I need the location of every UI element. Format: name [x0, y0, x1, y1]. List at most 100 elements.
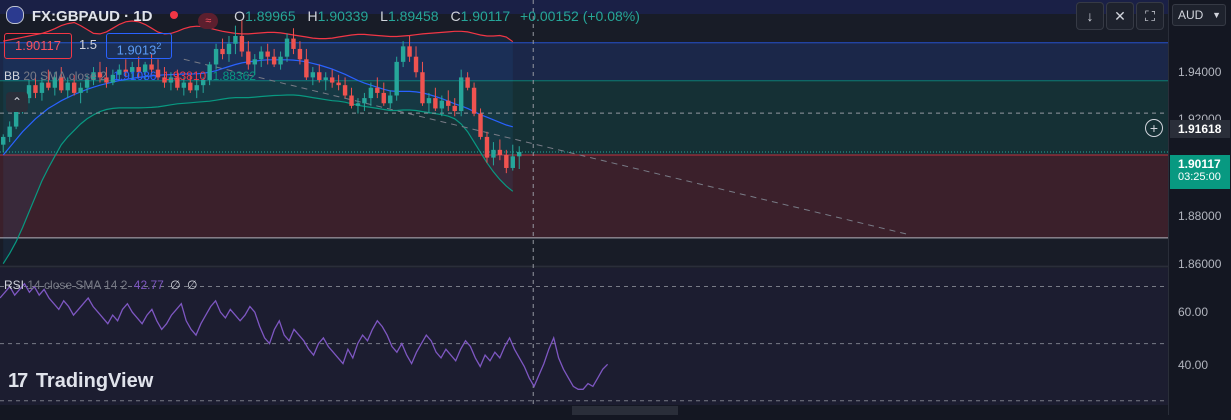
rsi-pane-background [0, 268, 1168, 405]
trendline [183, 58, 907, 235]
candle-body [304, 59, 309, 78]
candle-body [246, 51, 251, 65]
collapse-button[interactable]: ✕ [1106, 2, 1134, 30]
ohlc-header: FX:GBPAUD · 1D ≈ O1.89965 H1.90339 L1.89… [6, 6, 640, 29]
candle-body [381, 92, 386, 104]
candle-body [78, 87, 83, 93]
tradingview-logo-text: TradingView [35, 370, 154, 392]
candle-body [13, 108, 19, 127]
candle-body [7, 126, 12, 137]
bb-params: 20 SMA close 2 [23, 69, 107, 83]
candle-body [355, 103, 361, 106]
rsi-extra-2: ∅ [186, 278, 198, 292]
time-crosshair-label [572, 406, 678, 415]
candle-body [97, 72, 103, 78]
collapse-legend-button[interactable]: ⌃ [6, 92, 28, 112]
candle-body [33, 85, 38, 93]
candle-body [123, 69, 128, 73]
currency-selector[interactable]: AUD ▼ [1172, 4, 1226, 26]
header-band [0, 0, 1168, 14]
candle-body [168, 77, 174, 83]
candle-body [149, 64, 154, 70]
symbol-flag-icon [6, 6, 24, 24]
chart-svg[interactable] [0, 0, 1168, 415]
candle-body [207, 64, 212, 80]
candle-body [259, 51, 264, 60]
crosshair-price-label: 1.91618 [1170, 120, 1230, 138]
candle-body [362, 98, 367, 104]
candle-body [136, 67, 141, 73]
rsi-tick: 60.00 [1178, 305, 1209, 319]
rsi-legend[interactable]: RSI 14 close SMA 14 2 42.77 ∅ ∅ [4, 278, 197, 292]
bb-basis-value: 1.91086 [113, 69, 157, 83]
bb-upper-line [3, 20, 514, 43]
bb-lower-value: 1.88362 [212, 69, 256, 83]
sell-price: 1.90117 [14, 38, 62, 53]
plus-icon: + [1149, 120, 1159, 136]
close-label: C [450, 8, 461, 24]
candle-body [194, 85, 199, 91]
candle-body [510, 156, 515, 168]
rsi-params: 14 close SMA 14 2 [27, 278, 128, 292]
main-pane-background [0, 0, 1168, 265]
high-value: 1.90339 [317, 8, 369, 24]
symbol-title[interactable]: FX:GBPAUD · 1D [31, 8, 153, 25]
buy-button[interactable]: 1.90132 [106, 33, 172, 59]
buy-price-sup: 2 [156, 41, 162, 51]
candle-body [175, 77, 180, 88]
candle-body [310, 72, 316, 78]
candle-body [517, 151, 522, 157]
low-value: 1.89458 [387, 8, 439, 24]
candle-body [181, 82, 187, 88]
bb-legend[interactable]: BB 20 SMA close 2 1.91086 1.93810 1.8836… [4, 69, 256, 83]
chart-area[interactable]: FX:GBPAUD · 1D ≈ O1.89965 H1.90339 L1.89… [0, 0, 1168, 415]
change-value: +0.00152 (+0.08%) [520, 8, 640, 24]
candle-body [497, 149, 503, 156]
candle-body [213, 48, 219, 65]
candle-body [368, 87, 374, 99]
arrow-down-icon: ↓ [1086, 8, 1094, 24]
candle-body [394, 61, 399, 96]
buy-price: 1.9013 [116, 42, 157, 58]
zone-rect [0, 80, 1168, 156]
tradingview-logo[interactable]: 17 TradingView [8, 370, 153, 393]
candle-body [110, 74, 116, 83]
sell-button[interactable]: 1.90117 [4, 33, 72, 59]
candle-body [349, 95, 354, 106]
add-alert-button[interactable]: + [1145, 119, 1163, 137]
high-label: H [307, 8, 318, 24]
bb-label: BB [4, 69, 21, 83]
candle-body [426, 98, 432, 104]
candle-body [59, 77, 64, 91]
candle-body [284, 38, 290, 57]
candle-body [1, 136, 6, 145]
rsi-line [0, 282, 609, 390]
candle-body [329, 77, 335, 83]
candle-body [336, 82, 341, 86]
candle-body [342, 85, 348, 96]
low-label: L [380, 8, 388, 24]
candle-body [439, 100, 445, 109]
candle-body [458, 77, 464, 112]
scroll-to-bottom-button[interactable]: ↓ [1076, 2, 1104, 30]
candle-body [291, 38, 296, 49]
candle-body [26, 85, 32, 99]
rsi-extra-1: ∅ [170, 278, 181, 292]
candle-body [504, 155, 509, 168]
candle-body [375, 87, 380, 93]
candle-body [162, 77, 167, 83]
bb-background [3, 21, 513, 264]
currency-label: AUD [1178, 8, 1204, 22]
bb-upper-value: 1.93810 [162, 69, 207, 83]
bb-lower-line [2, 94, 514, 265]
open-value: 1.89965 [245, 8, 296, 24]
open-label: O [234, 8, 246, 24]
rsi-label: RSI [4, 278, 25, 292]
fullscreen-button[interactable]: ⛶ [1136, 2, 1164, 30]
countdown-label: 03:25:00 [1178, 171, 1221, 183]
candle-body [465, 77, 470, 88]
candle-body [317, 72, 322, 80]
price-axis[interactable]: AUD ▼ 1.94000 1.92000 1.88000 1.86000 60… [1168, 0, 1231, 415]
currency-badge-icon[interactable]: ≈ [198, 13, 219, 29]
candle-body [130, 67, 135, 73]
